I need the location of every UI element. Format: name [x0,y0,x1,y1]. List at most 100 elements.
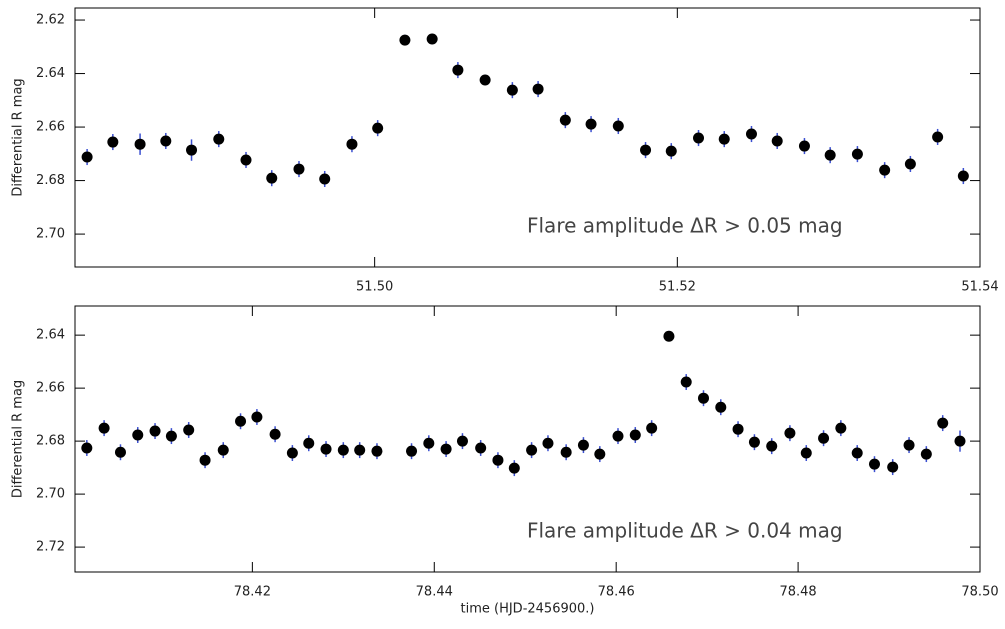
data-point [771,135,783,147]
data-point [542,437,554,449]
data-point [932,131,944,143]
data-point [640,144,652,156]
data-point [585,118,597,130]
y-axis-label: Differential R mag [11,78,26,196]
data-point [479,74,491,86]
data-point [693,132,705,144]
data-point [835,422,847,434]
data-point [663,330,675,342]
data-point [560,446,572,458]
data-point [492,454,504,466]
data-point [646,422,658,434]
data-point [149,425,161,437]
data-point [868,458,880,470]
data-point [303,437,315,449]
data-point [293,163,305,175]
data-point [887,461,899,473]
y-tick-label: 2.64 [36,328,65,343]
y-tick-label: 2.68 [36,173,65,188]
data-point [269,428,281,440]
data-point [475,442,487,454]
data-point [745,128,757,140]
data-point [937,417,949,429]
data-point [800,447,812,459]
data-point [235,415,247,427]
data-point [251,411,263,423]
y-tick-label: 2.62 [36,13,65,28]
data-point [107,136,119,148]
annotation: Flare amplitude ΔR > 0.05 mag [527,214,843,238]
data-point [372,122,384,134]
data-point [818,432,830,444]
x-tick-label: 51.50 [356,280,393,295]
data-point [213,133,225,145]
data-point [612,430,624,442]
x-tick-label: 51.52 [659,280,696,295]
data-point [594,448,606,460]
x-tick-label: 78.46 [598,585,635,600]
data-point [456,435,468,447]
data-point [406,445,418,457]
data-point [665,145,677,157]
data-point [798,140,810,152]
x-tick-label: 78.44 [416,585,453,600]
data-point [346,138,358,150]
y-tick-label: 2.66 [36,381,65,396]
data-point [423,437,435,449]
x-tick-label: 78.50 [961,585,998,600]
data-point [114,446,126,458]
data-point [186,144,198,156]
data-point [920,448,932,460]
data-point [337,444,349,456]
x-tick-label: 78.42 [234,585,271,600]
y-tick-label: 2.72 [36,540,65,555]
data-point [748,436,760,448]
x-tick-label: 51.54 [961,280,998,295]
data-point [718,133,730,145]
data-point [824,149,836,161]
data-point [697,392,709,404]
data-point [81,442,93,454]
data-point [680,376,692,388]
data-point [532,83,544,95]
data-point [506,84,518,96]
data-point [134,138,146,150]
y-tick-label: 2.66 [36,120,65,135]
data-point [199,454,211,466]
data-point [904,158,916,170]
data-point [160,135,172,147]
data-point [879,164,891,176]
data-point [784,427,796,439]
data-point [240,154,252,166]
data-point [559,114,571,126]
data-point [165,430,177,442]
x-axis-label: time (HJD-2456900.) [461,602,595,617]
x-tick-label: 78.48 [779,585,816,600]
data-point [320,443,332,455]
data-point [715,401,727,413]
data-point [81,151,93,163]
data-point [266,172,278,184]
data-point [426,33,438,45]
data-point [526,444,538,456]
data-point [766,440,778,452]
data-point [399,34,411,46]
data-point [957,170,969,182]
y-tick-label: 2.64 [36,66,65,81]
data-point [371,445,383,457]
annotation: Flare amplitude ΔR > 0.04 mag [527,519,843,543]
plot-frame [74,7,981,268]
data-point [612,120,624,132]
data-point [217,444,229,456]
data-point [183,424,195,436]
data-point [319,173,331,185]
y-tick-label: 2.68 [36,434,65,449]
data-point [508,462,520,474]
y-axis-label: Differential R mag [11,380,26,498]
data-point [903,439,915,451]
data-point [629,429,641,441]
data-point [286,447,298,459]
plot-frame [74,305,981,573]
data-point [354,444,366,456]
